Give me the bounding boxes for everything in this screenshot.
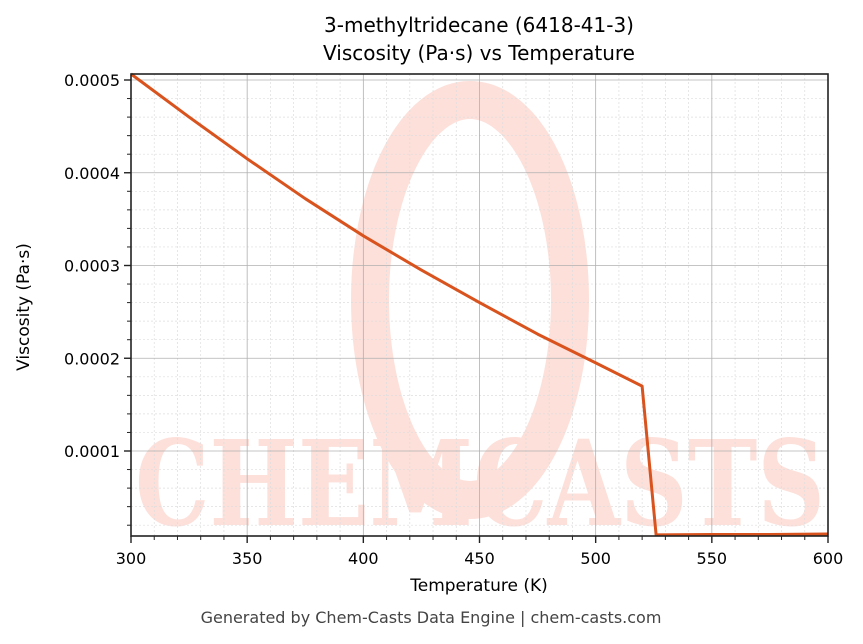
svg-text:0.0001: 0.0001 [64, 442, 120, 461]
viscosity-line [130, 72, 829, 537]
y-axis-label: Viscosity (Pa·s) [14, 243, 34, 371]
svg-text:0.0003: 0.0003 [64, 257, 120, 276]
footer-credit: Generated by Chem-Casts Data Engine | ch… [200, 608, 662, 627]
svg-text:450: 450 [464, 549, 495, 568]
svg-text:0.0004: 0.0004 [64, 164, 120, 183]
svg-text:CHEMCASTS: CHEMCASTS [135, 414, 825, 553]
svg-text:500: 500 [580, 549, 611, 568]
svg-text:0.0002: 0.0002 [64, 349, 120, 368]
chemcasts-watermark: CHEMCASTS [135, 81, 825, 553]
svg-text:350: 350 [232, 549, 263, 568]
y-axis-ticks: 0.0001 0.0002 0.0003 0.0004 0.0005 [64, 71, 131, 526]
svg-text:600: 600 [813, 549, 844, 568]
svg-text:400: 400 [348, 549, 379, 568]
svg-text:300: 300 [116, 549, 147, 568]
x-axis-ticks: 300 350 400 450 500 550 600 [116, 536, 844, 568]
chart-title: 3-methyltridecane (6418-41-3) [324, 13, 634, 37]
chart-subtitle: Viscosity (Pa·s) vs Temperature [323, 41, 635, 65]
svg-text:0.0005: 0.0005 [64, 71, 120, 90]
x-axis-label: Temperature (K) [410, 576, 548, 596]
svg-text:550: 550 [697, 549, 728, 568]
